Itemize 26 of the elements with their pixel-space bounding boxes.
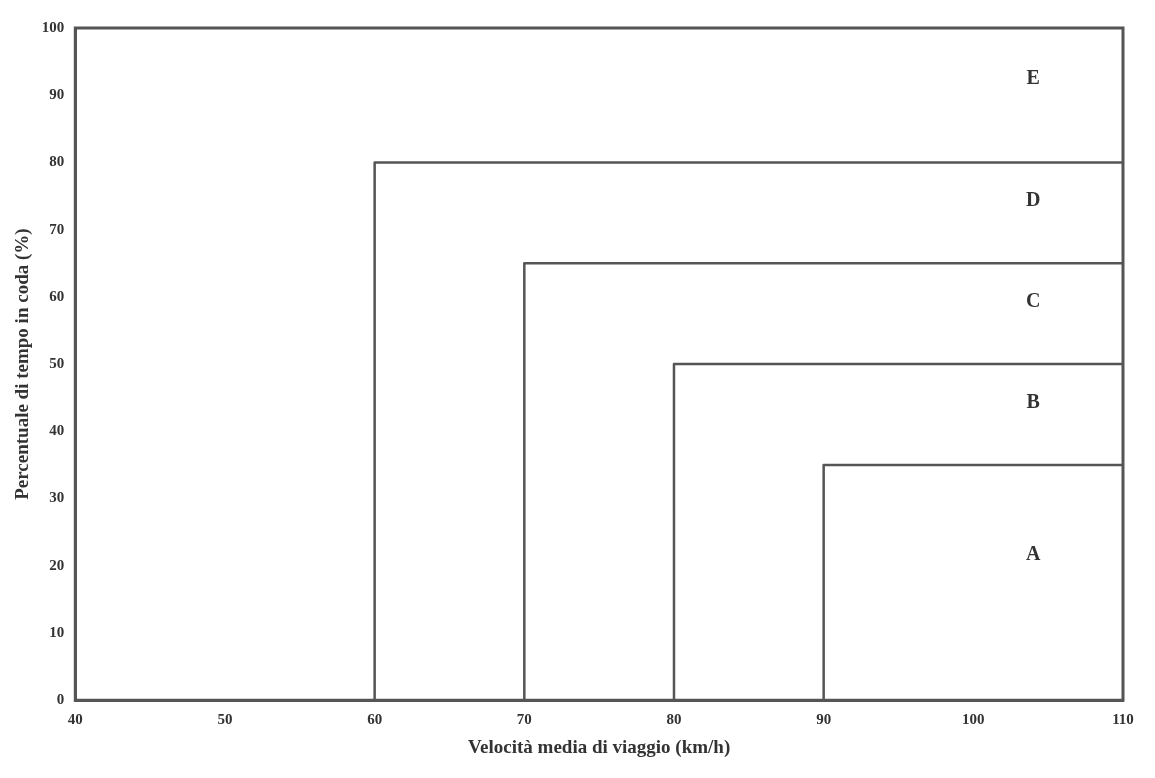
x-tick-label: 110 bbox=[1112, 711, 1134, 728]
x-tick-label: 90 bbox=[816, 711, 832, 728]
annotation: C bbox=[1025, 288, 1041, 311]
x-tick-label: 70 bbox=[516, 711, 532, 728]
x-tick-label: 80 bbox=[666, 711, 682, 728]
y-tick-label: 0 bbox=[56, 691, 65, 708]
x-axis-title: Velocità media di viaggio (km/h) bbox=[468, 735, 731, 758]
x-tick-label: 100 bbox=[962, 711, 985, 728]
y-axis-title: Percentuale di tempo in coda (%) bbox=[11, 228, 34, 500]
annotation: B bbox=[1026, 389, 1040, 412]
x-tick-label: 50 bbox=[217, 711, 233, 728]
y-tick-label: 70 bbox=[49, 220, 65, 237]
x-tick-label: 60 bbox=[367, 711, 383, 728]
y-tick-label: 80 bbox=[49, 153, 65, 170]
y-tick-label: 90 bbox=[49, 86, 65, 103]
y-tick-label: 50 bbox=[49, 354, 65, 371]
y-tick-label: 40 bbox=[49, 422, 65, 439]
y-tick-label: 20 bbox=[49, 556, 65, 573]
y-tick-label: 60 bbox=[49, 287, 65, 304]
x-tick-label: 40 bbox=[67, 711, 83, 728]
y-tick-label: 10 bbox=[49, 623, 65, 640]
y-tick-label: 100 bbox=[41, 18, 65, 35]
annotation: D bbox=[1025, 187, 1041, 210]
annotation: A bbox=[1025, 541, 1041, 564]
annotation: E bbox=[1026, 66, 1040, 89]
y-tick-label: 30 bbox=[49, 489, 65, 506]
